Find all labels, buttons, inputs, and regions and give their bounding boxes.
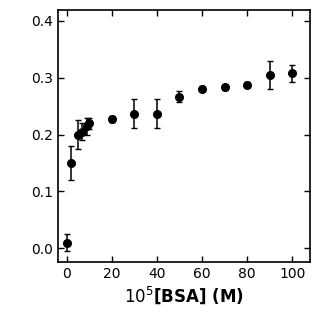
X-axis label: $10^5$[BSA] (M): $10^5$[BSA] (M) (124, 284, 244, 306)
